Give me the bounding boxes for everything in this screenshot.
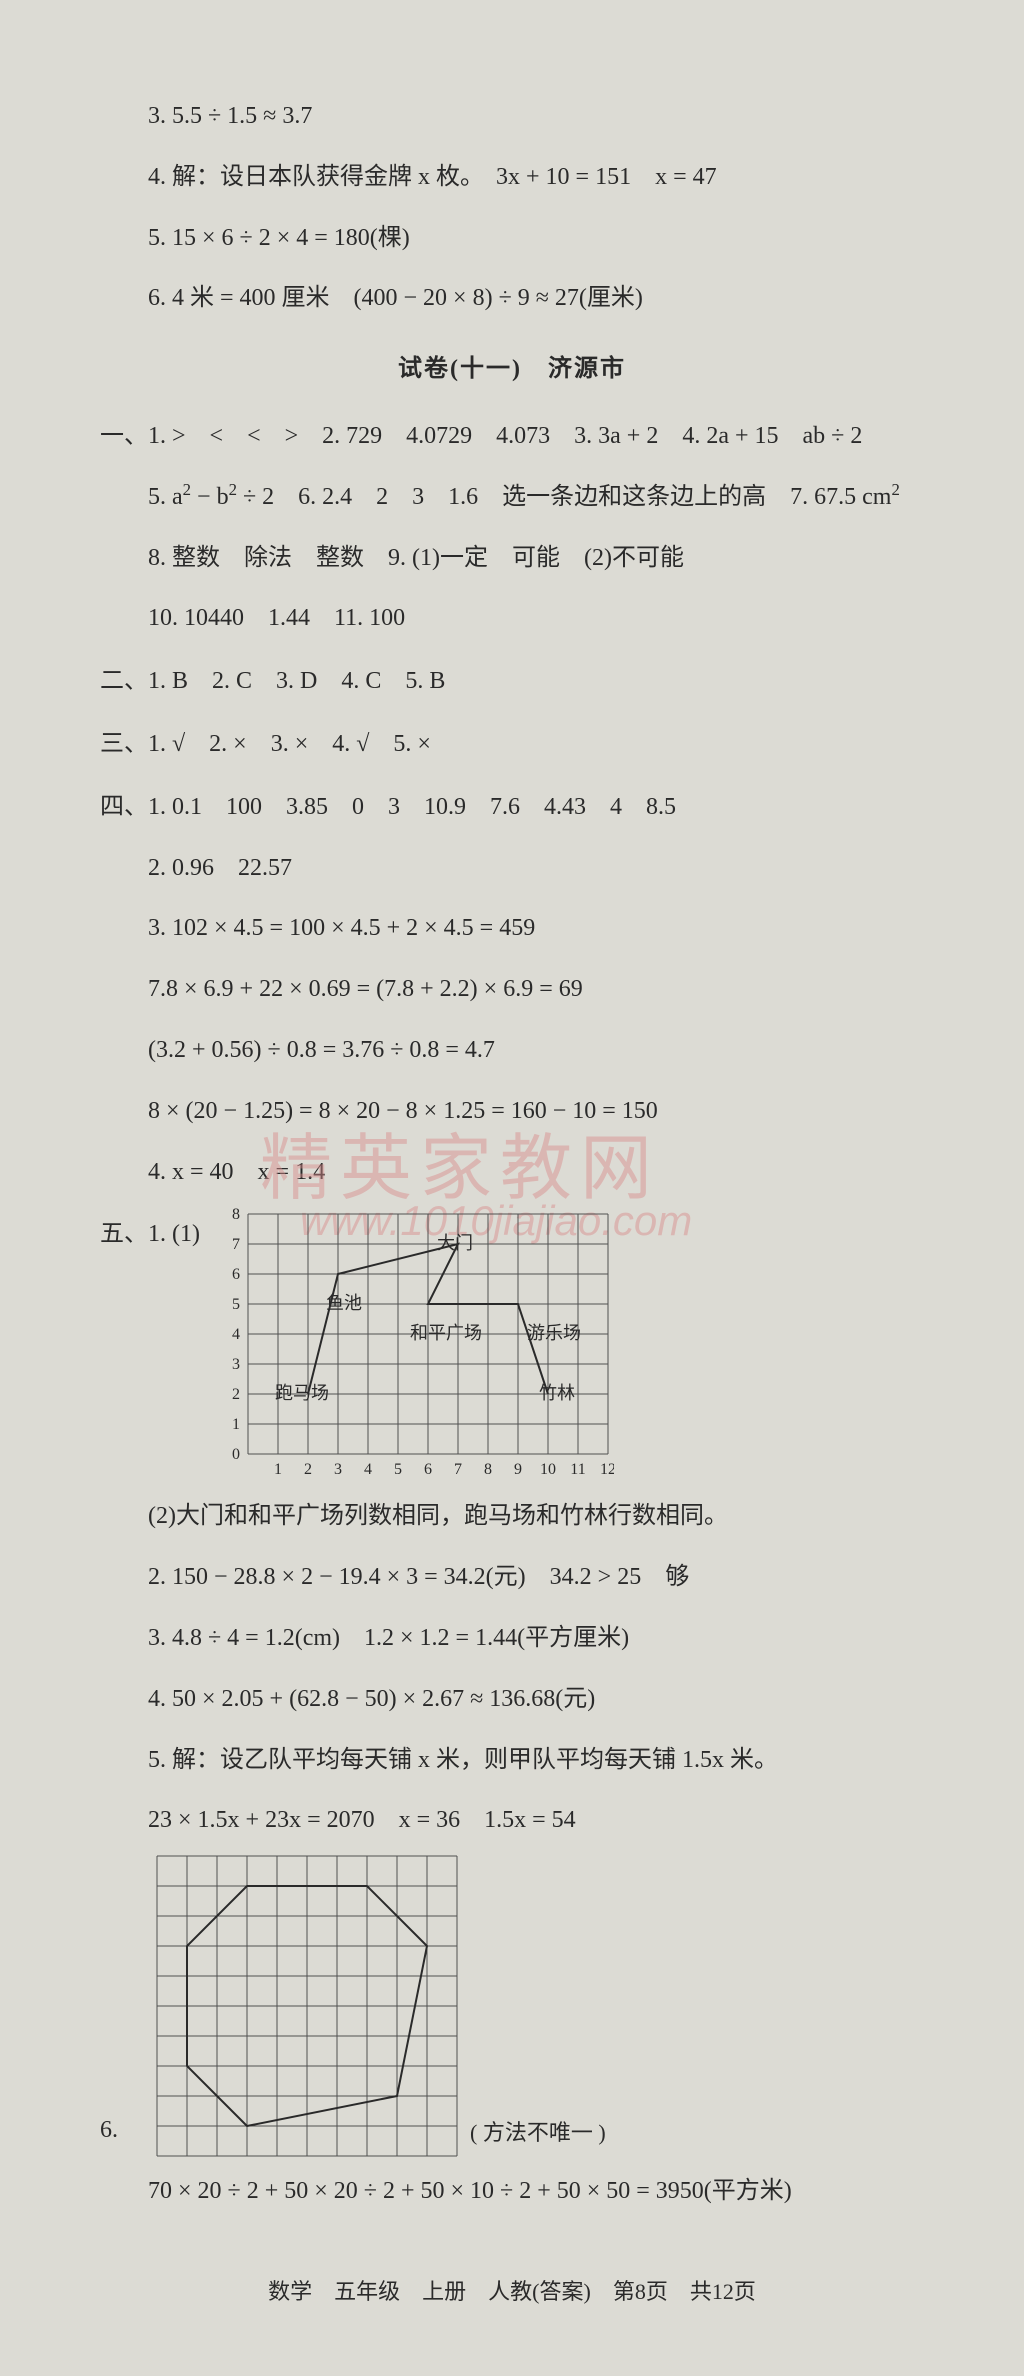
svg-text:7: 7 [454,1461,462,1478]
section-label: 一、 [100,423,148,449]
answer-line: 4. 50 × 2.05 + (62.8 − 50) × 2.67 ≈ 136.… [100,1673,924,1726]
svg-text:游乐场: 游乐场 [527,1323,581,1343]
paper-title: 试卷(十一) 济源市 [100,343,924,396]
svg-text:11: 11 [570,1461,585,1478]
answer-line: 5. a2 − b2 ÷ 2 6. 2.4 2 3 1.6 选一条边和这条边上的… [100,471,924,524]
section-label: 四、 [100,794,148,820]
svg-text:5: 5 [394,1461,402,1478]
svg-text:4: 4 [364,1461,372,1478]
svg-text:8: 8 [232,1208,240,1223]
answer-line: 5. 解：设乙队平均每天铺 x 米，则甲队平均每天铺 1.5x 米。 [100,1734,924,1787]
item-row: 6. ( 方法不唯一 ) [100,1855,924,2157]
answer-text: 1. √ 2. × 3. × 4. √ 5. × [148,731,431,757]
section-row: 三、1. √ 2. × 3. × 4. √ 5. × [100,718,924,771]
svg-text:大门: 大门 [437,1233,473,1253]
answer-line: 4. 解：设日本队获得金牌 x 枚。 3x + 10 = 151 x = 47 [100,151,924,204]
svg-text:1: 1 [274,1461,282,1478]
svg-text:2: 2 [232,1386,240,1403]
svg-text:3: 3 [334,1461,342,1478]
page-footer: 数学 五年级 上册 人教(答案) 第8页 共12页 [100,2268,924,2316]
superscript: 2 [891,480,899,499]
section-label: 五、 [100,1221,148,1247]
section-label: 二、 [100,668,148,694]
answer-line: 70 × 20 ÷ 2 + 50 × 20 ÷ 2 + 50 × 10 ÷ 2 … [100,2165,924,2218]
answer-line: 3. 4.8 ÷ 4 = 1.2(cm) 1.2 × 1.2 = 1.44(平方… [100,1612,924,1665]
svg-text:8: 8 [484,1461,492,1478]
coordinate-chart: 123456789101112012345678鱼池大门和平广场游乐场跑马场竹林 [220,1208,614,1482]
svg-text:6: 6 [424,1461,432,1478]
svg-text:12: 12 [600,1461,614,1478]
svg-text:竹林: 竹林 [539,1383,575,1403]
answer-text: − b [191,484,229,510]
svg-text:9: 9 [514,1461,522,1478]
answer-line: 6. 4 米 = 400 厘米 (400 − 20 × 8) ÷ 9 ≈ 27(… [100,272,924,325]
item-prefix: 1. (1) [148,1221,200,1247]
svg-text:2: 2 [304,1461,312,1478]
answer-line: 23 × 1.5x + 23x = 2070 x = 36 1.5x = 54 [100,1794,924,1847]
section-label: 三、 [100,731,148,757]
svg-text:1: 1 [232,1416,240,1433]
answer-line: 2. 150 − 28.8 × 2 − 19.4 × 3 = 34.2(元) 3… [100,1551,924,1604]
answer-line: 3. 102 × 4.5 = 100 × 4.5 + 2 × 4.5 = 459 [100,902,924,955]
svg-text:10: 10 [540,1461,556,1478]
answer-text: 1. B 2. C 3. D 4. C 5. B [148,668,445,694]
answer-text: 1. > < < > 2. 729 4.0729 4.073 3. 3a + 2… [148,423,862,449]
svg-text:和平广场: 和平广场 [410,1323,482,1343]
answer-text: ÷ 2 6. 2.4 2 3 1.6 选一条边和这条边上的高 7. 67.5 c… [237,484,892,510]
answer-line: 8 × (20 − 1.25) = 8 × 20 − 8 × 1.25 = 16… [100,1085,924,1138]
svg-text:鱼池: 鱼池 [326,1293,362,1313]
answer-line: 3. 5.5 ÷ 1.5 ≈ 3.7 [100,90,924,143]
section-row: 二、1. B 2. C 3. D 4. C 5. B [100,655,924,708]
item-prefix: 6. [100,2117,118,2143]
polygon-chart [156,1855,458,2157]
answer-line: 8. 整数 除法 整数 9. (1)一定 可能 (2)不可能 [100,532,924,585]
svg-text:跑马场: 跑马场 [275,1383,329,1403]
section-row: 四、1. 0.1 100 3.85 0 3 10.9 7.6 4.43 4 8.… [100,781,924,834]
svg-text:4: 4 [232,1326,240,1343]
svg-text:5: 5 [232,1296,240,1313]
answer-line: 5. 15 × 6 ÷ 2 × 4 = 180(棵) [100,212,924,265]
svg-text:0: 0 [232,1446,240,1463]
answer-line: (3.2 + 0.56) ÷ 0.8 = 3.76 ÷ 0.8 = 4.7 [100,1024,924,1077]
section-row: 五、1. (1) 123456789101112012345678鱼池大门和平广… [100,1208,924,1482]
section-row: 一、1. > < < > 2. 729 4.0729 4.073 3. 3a +… [100,410,924,463]
svg-text:7: 7 [232,1236,240,1253]
answer-line: (2)大门和和平广场列数相同，跑马场和竹林行数相同。 [100,1490,924,1543]
answer-line: 2. 0.96 22.57 [100,842,924,895]
svg-text:3: 3 [232,1356,240,1373]
superscript: 2 [183,480,191,499]
svg-text:6: 6 [232,1266,240,1283]
answer-text: 1. 0.1 100 3.85 0 3 10.9 7.6 4.43 4 8.5 [148,794,676,820]
answer-line: 4. x = 40 x = 1.4 [100,1146,924,1199]
superscript: 2 [229,480,237,499]
answer-line: 10. 10440 1.44 11. 100 [100,592,924,645]
answer-line: 7.8 × 6.9 + 22 × 0.69 = (7.8 + 2.2) × 6.… [100,963,924,1016]
answer-text: 5. a [148,484,183,510]
chart-note: ( 方法不唯一 ) [470,2109,606,2157]
